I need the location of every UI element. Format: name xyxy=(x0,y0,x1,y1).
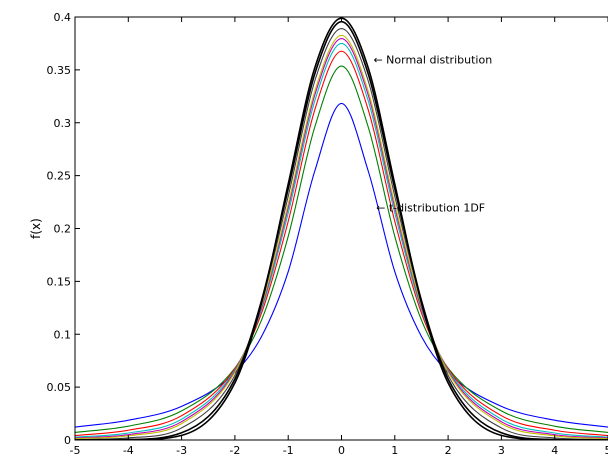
annotation-label: ← t-distribution 1DF xyxy=(376,201,485,214)
series-line-t-5df xyxy=(75,38,608,439)
x-tick-label: 2 xyxy=(445,444,452,457)
x-tick-label: -4 xyxy=(123,444,134,457)
y-tick-label: 0 xyxy=(64,434,71,447)
x-tick-label: 1 xyxy=(391,444,398,457)
series-line-t-1df xyxy=(75,102,608,428)
x-tick-label: 4 xyxy=(551,444,558,457)
x-tick-label: -5 xyxy=(70,444,81,457)
series-line-t-6df xyxy=(75,34,608,440)
series-line-t-10df xyxy=(75,27,608,440)
x-tick-label: 3 xyxy=(498,444,505,457)
annotations: ← Normal distribution ← t-distribution 1D… xyxy=(373,53,492,214)
series-line-t-4df xyxy=(75,42,608,438)
y-tick-label: 0.3 xyxy=(54,117,72,130)
y-tick-label: 0.2 xyxy=(54,223,72,236)
x-tick-label: -1 xyxy=(283,444,294,457)
axis-ticks: -5 -4 -3 -2 -1 0 1 2 3 4 5 0 0.05 0.1 0.15 0.2 0.25 0.3 0.… xyxy=(47,11,608,457)
y-tick-label: 0.15 xyxy=(47,275,72,288)
x-tick-label: -2 xyxy=(229,444,240,457)
x-tick-label: 0 xyxy=(338,444,345,457)
series-line-t-3df xyxy=(75,50,608,437)
y-tick-label: 0.1 xyxy=(54,328,72,341)
x-tick-label: -3 xyxy=(176,444,187,457)
x-tick-label: 5 xyxy=(605,444,608,457)
y-tick-label: 0.05 xyxy=(47,381,72,394)
y-axis-label: f(x) xyxy=(29,218,43,239)
y-tick-label: 0.4 xyxy=(54,11,72,24)
series-line-t-2df xyxy=(75,65,608,434)
annotation-label: ← Normal distribution xyxy=(373,53,492,66)
y-tick-label: 0.35 xyxy=(47,64,72,77)
y-tick-label: 0.25 xyxy=(47,170,72,183)
